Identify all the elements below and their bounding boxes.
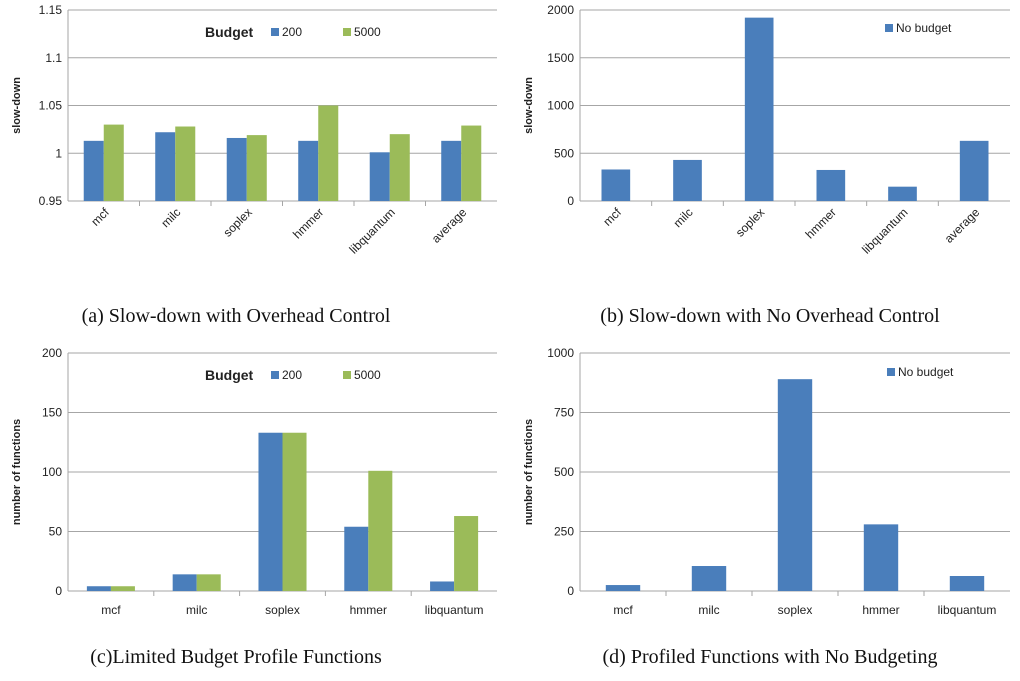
y-axis-label: slow-down (523, 77, 535, 134)
legend-title: Budget (205, 24, 254, 40)
bar (86, 586, 111, 591)
y-tick-label: 750 (554, 406, 574, 420)
x-tick-label: mcf (88, 205, 112, 229)
bar (369, 152, 390, 201)
y-axis-label: number of functions (11, 419, 23, 525)
y-tick-label: 0 (567, 584, 574, 598)
caption: (b) Slow-down with No Overhead Control (600, 305, 940, 327)
x-tick-label: libquantum (346, 205, 397, 256)
bar (175, 126, 196, 201)
legend-swatch (343, 28, 351, 36)
y-tick-label: 1.1 (45, 51, 62, 65)
y-tick-label: 500 (554, 465, 574, 479)
y-axis-label: number of functions (523, 419, 535, 525)
y-tick-label: 500 (554, 146, 574, 160)
legend-swatch (271, 371, 279, 379)
bar (172, 574, 197, 591)
bar (258, 432, 283, 591)
bar (461, 125, 482, 201)
bar (430, 581, 455, 591)
x-tick-label: hmmer (862, 603, 899, 617)
legend-swatch (885, 24, 893, 32)
x-tick-label: libquantum (425, 603, 484, 617)
bar (777, 379, 813, 591)
caption: (d) Profiled Functions with No Budgeting (603, 646, 938, 668)
y-axis-label: slow-down (11, 77, 23, 134)
bar (605, 585, 641, 591)
bar (959, 140, 989, 201)
bar (949, 576, 985, 591)
x-tick-label: soplex (778, 603, 813, 617)
x-tick-label: hmmer (803, 205, 839, 241)
y-tick-label: 250 (554, 525, 574, 539)
bar (368, 470, 393, 591)
legend-swatch (887, 368, 895, 376)
x-tick-label: mcf (600, 205, 624, 229)
x-tick-label: hmmer (290, 205, 326, 241)
bar (744, 17, 774, 201)
bar (454, 516, 479, 591)
y-tick-label: 150 (42, 406, 62, 420)
y-tick-label: 1 (55, 146, 62, 160)
y-tick-label: 100 (42, 465, 62, 479)
legend-label: 200 (282, 368, 302, 382)
x-tick-label: libquantum (859, 205, 910, 256)
bar (110, 586, 135, 591)
bar (226, 137, 247, 201)
x-tick-label: milc (671, 205, 696, 230)
y-tick-label: 0 (55, 584, 62, 598)
y-tick-label: 0.95 (39, 194, 63, 208)
bar (83, 140, 104, 201)
legend-label: No budget (896, 21, 952, 35)
x-tick-label: soplex (220, 205, 254, 239)
bar (441, 140, 462, 201)
bar (389, 134, 410, 201)
bar (103, 124, 124, 201)
bar (691, 566, 727, 591)
legend-swatch (343, 371, 351, 379)
x-tick-label: mcf (613, 603, 633, 617)
y-tick-label: 1000 (547, 346, 574, 360)
bar (298, 140, 319, 201)
x-tick-label: milc (158, 205, 183, 230)
bar (816, 169, 846, 201)
bar (888, 186, 917, 201)
legend-label: 5000 (354, 25, 381, 39)
x-tick-label: soplex (265, 603, 300, 617)
x-tick-label: hmmer (350, 603, 387, 617)
bar (246, 135, 267, 201)
y-tick-label: 50 (49, 525, 63, 539)
bar (344, 526, 369, 591)
x-tick-label: milc (186, 603, 207, 617)
y-tick-label: 200 (42, 346, 62, 360)
caption: (c)Limited Budget Profile Functions (90, 646, 382, 668)
legend-label: 5000 (354, 368, 381, 382)
y-tick-label: 1.05 (39, 99, 63, 113)
bar (155, 132, 176, 201)
bar (863, 524, 899, 591)
x-tick-label: libquantum (938, 603, 997, 617)
bar (282, 432, 307, 591)
bar (601, 169, 631, 201)
y-tick-label: 2000 (547, 3, 574, 17)
x-tick-label: mcf (101, 603, 121, 617)
legend-swatch (271, 28, 279, 36)
x-tick-label: average (429, 205, 470, 246)
caption: (a) Slow-down with Overhead Control (82, 305, 391, 327)
legend-label: No budget (898, 365, 954, 379)
bar (196, 574, 221, 591)
x-tick-label: average (942, 205, 983, 246)
y-tick-label: 1500 (547, 51, 574, 65)
legend-title: Budget (205, 367, 254, 383)
bar (318, 105, 339, 201)
y-tick-label: 1.15 (39, 3, 63, 17)
x-tick-label: milc (698, 603, 719, 617)
y-tick-label: 0 (567, 194, 574, 208)
y-tick-label: 1000 (547, 99, 574, 113)
legend-label: 200 (282, 25, 302, 39)
x-tick-label: soplex (733, 205, 767, 239)
bar (673, 159, 702, 201)
